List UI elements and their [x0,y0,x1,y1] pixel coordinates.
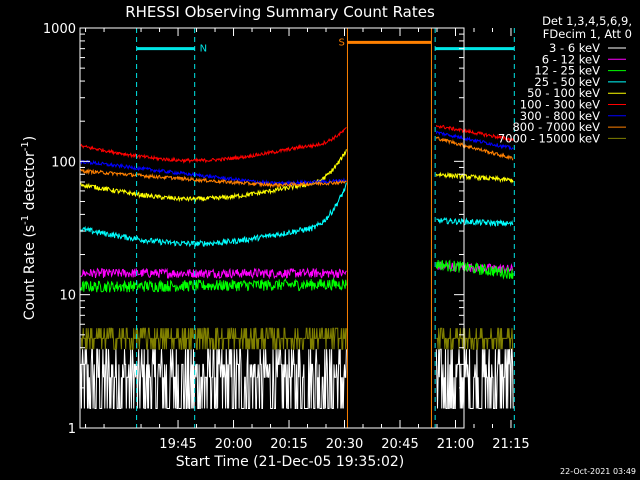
series-line [80,327,514,350]
flag-label: N [200,44,207,55]
x-tick-label: 20:45 [381,437,418,452]
plot-frame [79,27,465,429]
legend-entry-label: 12 - 25 keV [534,64,600,78]
x-tick-label: 21:00 [437,437,474,452]
legend-entry-label: 100 - 300 keV [520,98,600,112]
x-tick-label: 20:30 [326,437,363,452]
legend-header-line1: Det 1,3,4,5,6,9, [542,14,632,28]
y-tick-label: 100 [51,155,76,170]
series-line [80,182,514,248]
x-tick-label: 20:15 [270,437,307,452]
chart-title: RHESSI Observing Summary Count Rates [125,3,435,21]
legend-entry-label: 7000 - 15000 keV [498,131,600,145]
legend-entry-label: 25 - 50 keV [534,75,600,89]
generation-timestamp: 22-Oct-2021 03:49 [560,467,636,476]
attenuator-lines [136,28,515,428]
series-line [80,130,514,187]
flag-label: S [338,37,344,48]
legend-entry-label: 6 - 12 keV [542,52,600,66]
y-axis: 1 10 100 1000 [43,22,464,437]
legend: Det 1,3,4,5,6,9, FDecim 1, Att 0 3 - 6 k… [498,14,632,145]
legend-entry-label: 50 - 100 keV [527,86,600,100]
y-tick-label: 10 [59,289,76,304]
legend-header-line2: FDecim 1, Att 0 [543,27,632,41]
y-tick-label: 1000 [43,22,76,37]
series-line [80,136,514,189]
legend-entry-label: 300 - 800 keV [520,109,600,123]
series-line [80,259,514,293]
y-axis-label: Count Rate (s-1 detector-1) [20,136,38,320]
legend-entry-label: 800 - 7000 keV [512,120,600,134]
series-lines [80,124,514,409]
x-axis: 19:45 20:00 20:15 20:30 20:45 21:00 21:15 [85,28,530,452]
legend-entry-label: 3 - 6 keV [549,41,600,55]
x-tick-label: 21:15 [492,437,529,452]
x-tick-label: 20:00 [215,437,252,452]
x-axis-label: Start Time (21-Dec-05 19:35:02) [176,454,404,470]
series-line [80,124,514,164]
y-tick-label: 1 [68,422,76,437]
x-tick-label: 19:45 [159,437,196,452]
flag-bars: NS [136,37,515,55]
